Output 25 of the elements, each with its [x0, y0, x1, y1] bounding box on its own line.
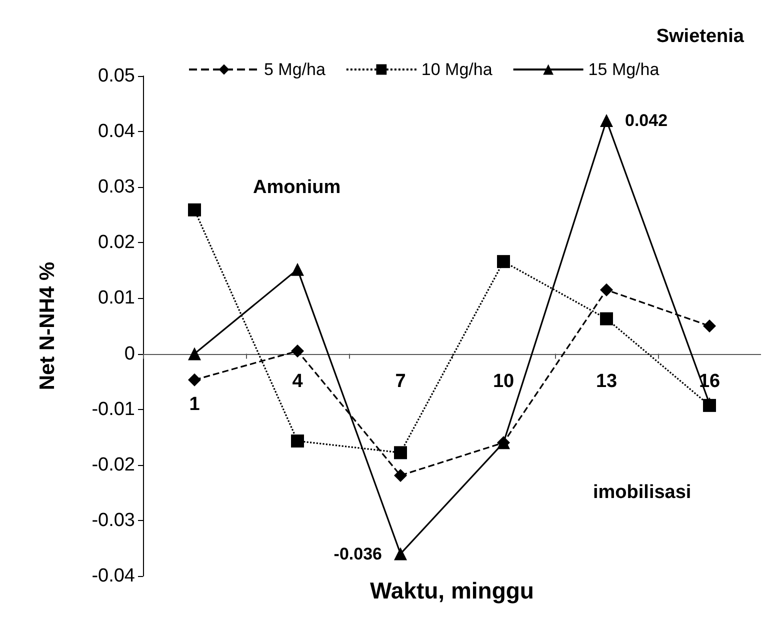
y-tick-label: 0.03: [98, 176, 135, 198]
x-tick-label: 1: [189, 394, 200, 415]
y-axis-title: Net N-NH4 %: [36, 262, 59, 390]
legend-label: 10 Mg/ha: [421, 60, 493, 79]
y-tick-label: 0: [124, 343, 135, 364]
data-label: -0.036: [334, 544, 382, 564]
legend-label: 15 Mg/ha: [588, 60, 660, 79]
y-tick-label: 0.05: [98, 66, 135, 86]
x-tick-label: 13: [596, 370, 618, 392]
y-tick-label: -0.01: [92, 398, 135, 420]
x-tick-label: 7: [395, 370, 406, 392]
annotation: imobilisasi: [593, 482, 692, 503]
chart-title: Swietenia: [656, 26, 744, 47]
x-tick-label: 4: [292, 370, 304, 392]
y-tick-label: -0.02: [92, 454, 135, 476]
y-tick-label: -0.03: [92, 510, 135, 531]
annotation: Amonium: [253, 177, 341, 198]
y-tick-label: 0.04: [98, 121, 136, 142]
legend-label: 5 Mg/ha: [264, 60, 326, 79]
y-tick-label: 0.01: [98, 288, 135, 309]
data-label: 0.042: [625, 110, 668, 130]
y-tick-label: 0.02: [98, 232, 135, 254]
y-tick-label: -0.04: [92, 566, 136, 586]
x-axis-title: Waktu, minggu: [370, 577, 534, 604]
x-tick-label: 10: [492, 370, 514, 392]
